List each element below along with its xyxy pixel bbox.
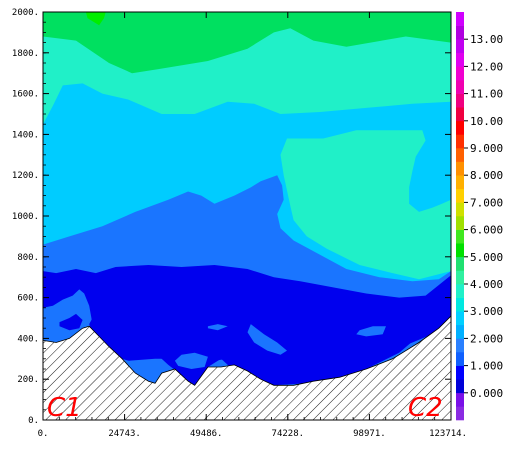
y-tick-label: 400. [17,334,39,344]
y-tick-label: 1200. [12,171,39,181]
colorbar-segment [456,120,464,135]
x-tick-label: 49486. [190,429,223,439]
colorbar-segment [456,12,464,26]
colorbar-tick-label: 1.000 [470,360,503,373]
colorbar-segment [456,202,464,217]
contour-band-12 [356,326,386,337]
colorbar-tick-label: 13.00 [470,33,503,46]
colorbar-segment [456,243,464,258]
contour-band-2 [85,12,106,26]
colorbar-segment [456,216,464,230]
colorbar-tick-label: 10.00 [470,115,503,128]
contour-band-9 [207,324,228,331]
colorbar-tick-label: 9.000 [470,142,503,155]
colorbar-segment [456,175,464,190]
contour-band-7 [59,313,83,331]
colorbar-segment [456,188,464,203]
x-axis: 0. 24743. 49486. 74228. 98971. 123714. [38,12,467,439]
colorbar-segment [456,229,464,244]
colorbar-segment [456,352,464,366]
colorbar-segment [456,270,464,285]
y-axis: 0. 200. 400. 600. 800. 1000. 1200. 1400. 1600. 18… [12,8,451,426]
colorbar-segment [456,134,464,149]
y-tick-label: 1600. [12,90,39,100]
corner-label-c2: C2 [408,393,443,423]
colorbar-segment [456,80,464,94]
x-tick-label: 98971. [353,429,386,439]
colorbar-segment [456,284,464,298]
colorbar-tick-label: 5.000 [470,251,503,264]
colorbar-segment [456,338,464,353]
colorbar-segment [456,161,464,176]
colorbar-segment [456,39,464,54]
y-tick-label: 1800. [12,49,39,59]
colorbar-tick-label: 12.00 [470,60,503,73]
colorbar: 0.000 1.000 2.000 3.000 4.000 5.000 6.000 7.000… [456,12,503,421]
colorbar-segment [456,365,464,380]
colorbar-tick-label: 4.000 [470,278,503,291]
colorbar-segment [456,392,464,407]
x-tick-label: 0. [38,429,49,439]
contour-band-8 [89,289,451,371]
colorbar-segment [456,93,464,108]
colorbar-segment [456,25,464,40]
y-tick-label: 0. [28,416,39,426]
y-tick-label: 800. [17,253,39,263]
contour-band-1 [43,12,451,74]
colorbar-segment [456,311,464,326]
colorbar-tick-label: 7.000 [470,196,503,209]
y-tick-label: 2000. [12,8,39,18]
x-tick-label: 123714. [429,429,467,439]
y-tick-label: 200. [17,375,39,385]
colorbar-tick-label: 0.000 [470,387,503,400]
terrain-mask [43,315,451,420]
corner-label-c1: C1 [47,393,82,423]
x-tick-label: 74228. [272,429,305,439]
colorbar-segment [456,52,464,67]
colorbar-tick-label: 8.000 [470,169,503,182]
colorbar-segment [456,107,464,122]
colorbar-segment [456,66,464,81]
colorbar-segment [456,324,464,339]
y-tick-label: 600. [17,294,39,304]
colorbar-segment [456,406,464,421]
colorbar-tick-label: 11.00 [470,88,503,101]
colorbar-segment [456,256,464,271]
x-tick-label: 24743. [108,429,141,439]
colorbar-segment [456,148,464,162]
plot-area [43,12,451,420]
contour-band-11 [174,352,208,369]
y-tick-label: 1000. [12,212,39,222]
colorbar-tick-label: 3.000 [470,305,503,318]
colorbar-segment [456,297,464,312]
colorbar-segment [456,379,464,394]
colorbar-tick-label: 6.000 [470,224,503,237]
contour-band-10 [247,324,287,355]
colorbar-tick-label: 2.000 [470,332,503,345]
y-tick-label: 1400. [12,130,39,140]
